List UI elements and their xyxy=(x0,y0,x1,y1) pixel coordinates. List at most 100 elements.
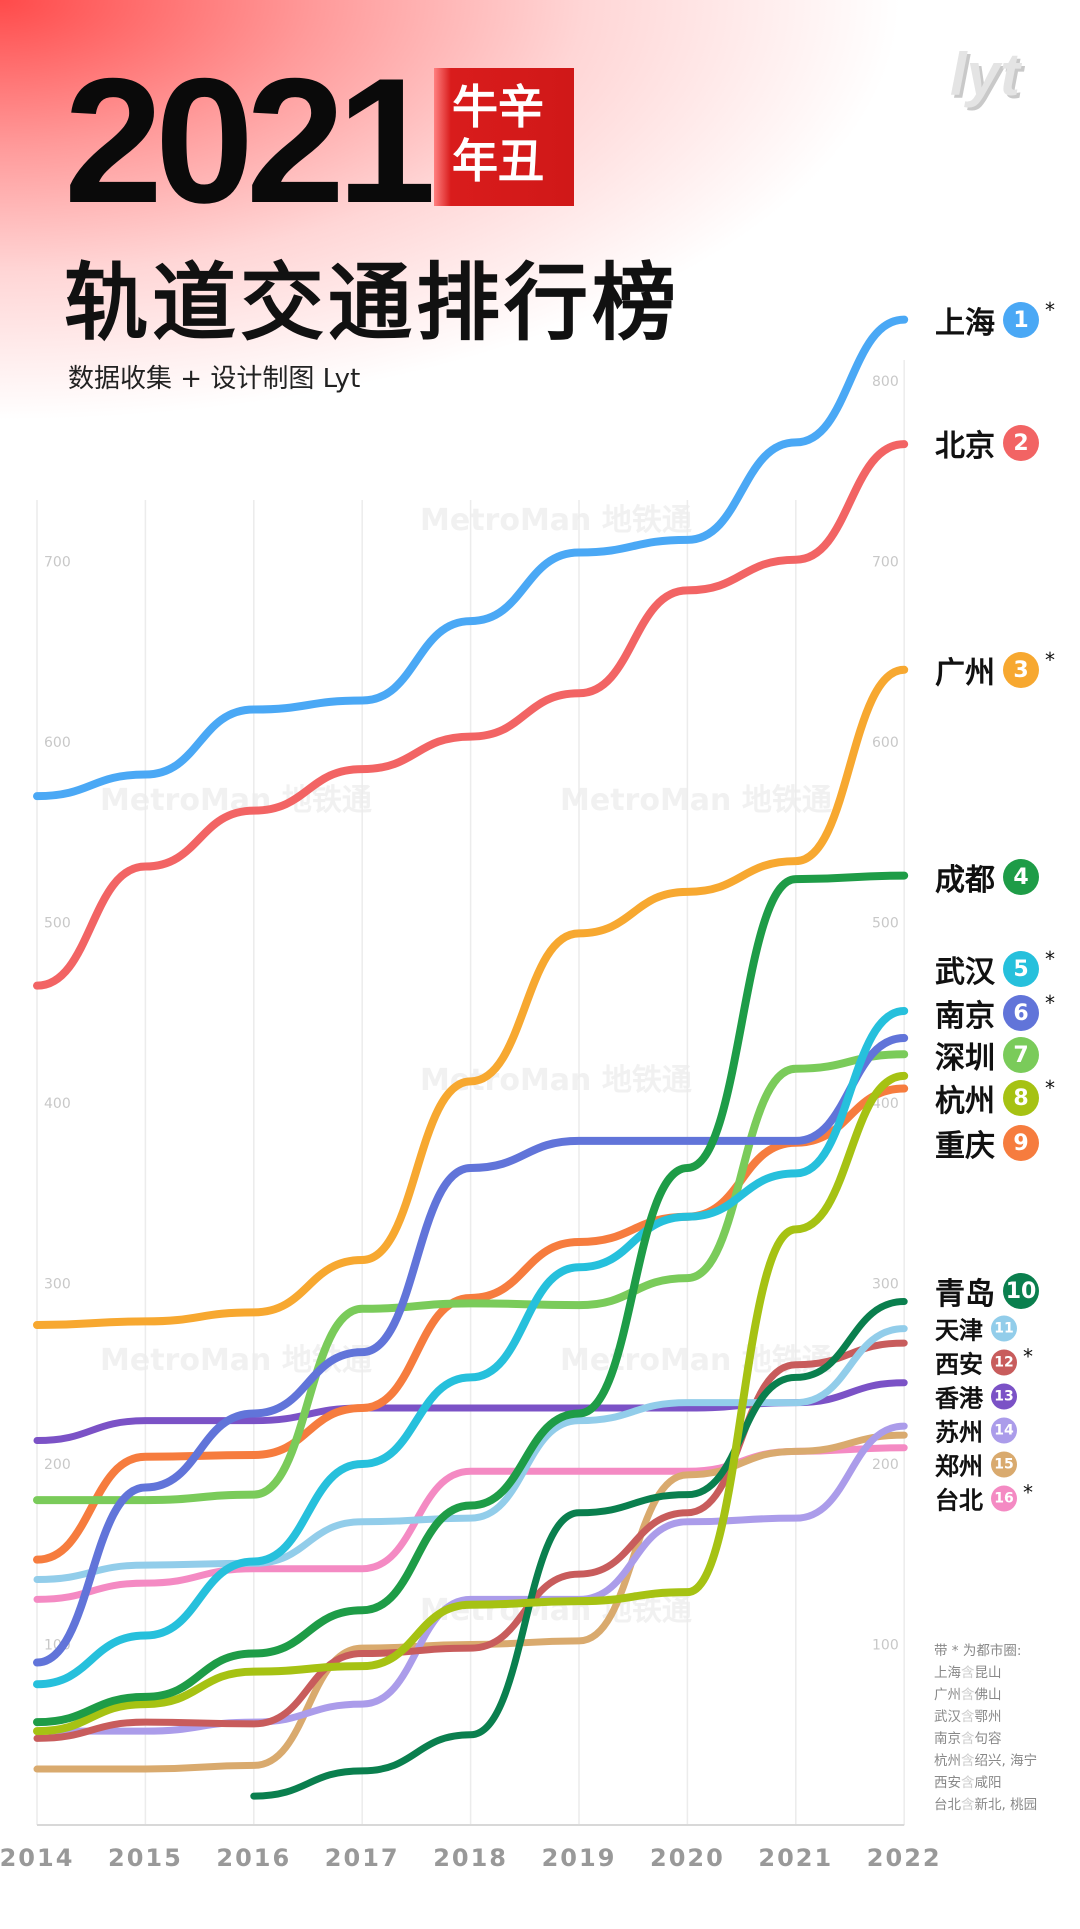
legend-city: 青岛 xyxy=(935,1277,995,1312)
series-line-5 xyxy=(33,1006,909,1689)
legend-city: 苏州 xyxy=(935,1418,983,1447)
x-tick-label: 2016 xyxy=(216,1844,291,1872)
x-tick-label: 2014 xyxy=(0,1844,74,1872)
series-line-7 xyxy=(33,1050,909,1505)
rank-badge: 8 xyxy=(1003,1080,1039,1116)
y-tick-label-right: 700 xyxy=(872,555,899,571)
legend-city: 南京 xyxy=(935,999,995,1034)
rank-badge: 15 xyxy=(991,1451,1017,1477)
badge-line-1: 牛辛 xyxy=(452,80,544,134)
legend-city: 成都 xyxy=(935,863,995,898)
title-year: 2021 xyxy=(64,41,436,240)
lunar-year-badge: 牛辛 年丑 xyxy=(434,68,574,206)
y-tick-label-left: 400 xyxy=(44,1096,71,1112)
legend-city: 杭州 xyxy=(935,1084,995,1119)
footnote-city: 西安 xyxy=(934,1775,961,1791)
star-marker: * xyxy=(1045,298,1055,322)
legend-item: 郑州 15 xyxy=(935,1447,1017,1482)
series-line-11 xyxy=(33,1325,908,1584)
legend-item: 南京 6 * xyxy=(935,991,1055,1035)
legend-city: 台北 xyxy=(935,1486,983,1515)
footnote-city: 广州 xyxy=(934,1687,961,1703)
star-marker: * xyxy=(1045,1076,1055,1100)
watermark: MetroMan 地铁通 xyxy=(560,1343,832,1378)
rank-badge: 10 xyxy=(1003,1273,1039,1309)
x-tick-label: 2019 xyxy=(542,1844,617,1872)
star-marker: * xyxy=(1045,947,1055,971)
footnote-line: 西安含咸阳 xyxy=(934,1772,1037,1794)
rank-badge: 16 xyxy=(991,1485,1017,1511)
footnote-include-word: 含 xyxy=(961,1665,975,1681)
legend-item: 天津 11 xyxy=(935,1311,1017,1346)
rank-badge: 9 xyxy=(1003,1125,1039,1161)
footnote-include-word: 含 xyxy=(961,1797,975,1813)
legend-city: 广州 xyxy=(935,656,995,691)
series-line-10 xyxy=(250,1298,908,1800)
footnote-include-word: 含 xyxy=(961,1731,975,1747)
footnote-city: 上海 xyxy=(934,1665,961,1681)
rank-badge: 14 xyxy=(991,1417,1017,1443)
star-marker: * xyxy=(1045,648,1055,672)
series-line-6 xyxy=(33,1034,909,1667)
rank-badge: 13 xyxy=(991,1383,1017,1409)
rank-badge: 7 xyxy=(1003,1037,1039,1073)
legend-city: 武汉 xyxy=(935,955,995,990)
rank-badge: 12 xyxy=(991,1349,1017,1375)
y-tick-label-left: 600 xyxy=(44,735,71,751)
series-line-3 xyxy=(33,665,909,1330)
legend-item: 苏州 14 xyxy=(935,1413,1017,1448)
legend-city: 深圳 xyxy=(935,1041,995,1076)
footnote-line: 广州含佛山 xyxy=(934,1684,1037,1706)
x-tick-label: 2020 xyxy=(650,1844,725,1872)
x-tick-label: 2015 xyxy=(108,1844,183,1872)
legend-item: 青岛 10 xyxy=(935,1269,1039,1313)
footnote-line: 上海含昆山 xyxy=(934,1662,1037,1684)
legend-item: 西安 12 * xyxy=(935,1345,1033,1380)
footnote-area: 昆山 xyxy=(974,1665,1002,1681)
x-tick-label: 2021 xyxy=(758,1844,833,1872)
legend-item: 香港 13 xyxy=(935,1379,1017,1414)
series-line-2 xyxy=(33,440,909,990)
rank-badge: 6 xyxy=(1003,995,1039,1031)
y-tick-label-left: 200 xyxy=(44,1457,71,1473)
rank-badge: 11 xyxy=(991,1315,1017,1341)
y-tick-label-right: 300 xyxy=(872,1277,899,1293)
rank-badge: 3 xyxy=(1003,652,1039,688)
watermark: MetroMan 地铁通 xyxy=(420,503,692,538)
legend-city: 北京 xyxy=(935,429,995,464)
series-line-8 xyxy=(33,1071,909,1736)
rank-badge: 1 xyxy=(1003,302,1039,338)
y-tick-label-right: 200 xyxy=(872,1457,899,1473)
star-marker: * xyxy=(1023,1480,1033,1505)
y-tick-label-right: 100 xyxy=(872,1638,899,1654)
footnote-line: 南京含句容 xyxy=(934,1728,1037,1750)
subtitle: 数据收集 + 设计制图 Lyt xyxy=(68,364,361,394)
footnote-city: 武汉 xyxy=(934,1709,961,1725)
legend-city: 上海 xyxy=(935,306,995,341)
footnote: 带 * 为都市圈: 上海含昆山 广州含佛山 武汉含鄂州 南京含句容 杭州含绍兴, 海宁西… xyxy=(934,1640,1037,1816)
badge-line-2: 年丑 xyxy=(452,134,544,188)
legend-item: 台北 16 * xyxy=(935,1481,1033,1516)
footnote-area: 新北, 桃园 xyxy=(974,1797,1038,1813)
footnote-city: 台北 xyxy=(934,1797,961,1813)
legend-item: 杭州 8 * xyxy=(935,1076,1055,1120)
footnote-area: 句容 xyxy=(974,1731,1002,1747)
rank-badge: 5 xyxy=(1003,951,1039,987)
y-tick-label-left: 500 xyxy=(44,916,71,932)
legend-item: 深圳 7 xyxy=(935,1033,1039,1077)
series-line-14 xyxy=(33,1422,908,1735)
footnote-area: 鄂州 xyxy=(974,1709,1002,1725)
legend-city: 重庆 xyxy=(935,1129,995,1164)
legend-item: 广州 3 * xyxy=(935,648,1055,692)
y-tick-label-right: 600 xyxy=(872,735,899,751)
rank-badge: 2 xyxy=(1003,425,1039,461)
footnote-city: 杭州 xyxy=(934,1753,961,1769)
x-tick-label: 2018 xyxy=(433,1844,508,1872)
footnote-line: 杭州含绍兴, 海宁 xyxy=(934,1750,1037,1772)
series-line-4 xyxy=(33,871,909,1727)
legend-item: 北京 2 xyxy=(935,421,1039,465)
footnote-include-word: 含 xyxy=(961,1709,975,1725)
footnote-city: 南京 xyxy=(934,1731,961,1747)
footnote-area: 咸阳 xyxy=(974,1775,1002,1791)
series-line-1 xyxy=(33,315,909,801)
